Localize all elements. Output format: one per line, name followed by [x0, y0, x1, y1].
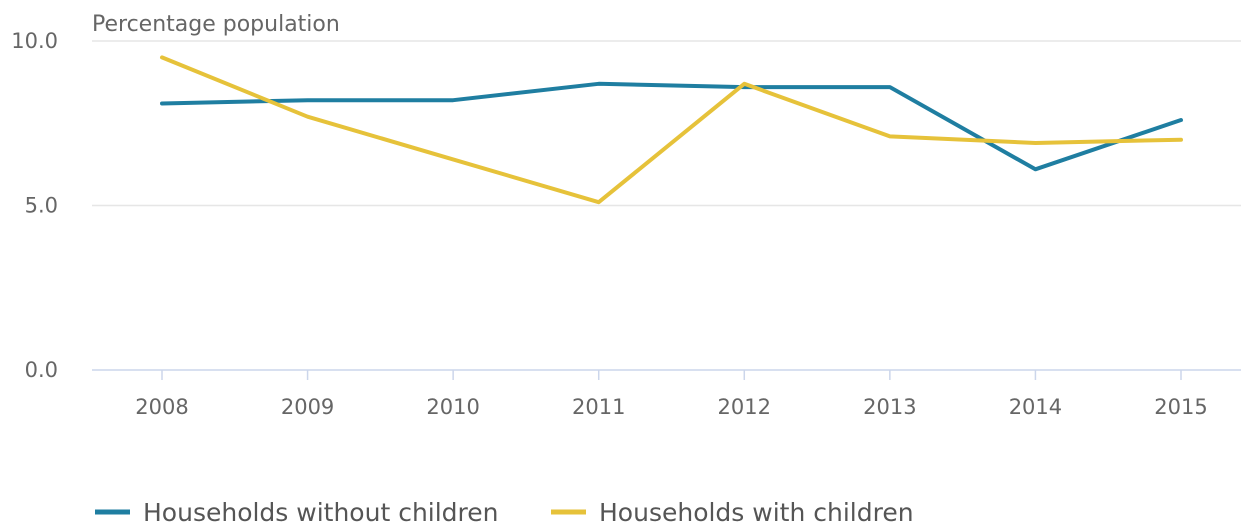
x-tick-label: 2015: [1154, 395, 1207, 419]
y-tick-label: 5.0: [25, 194, 58, 218]
y-axis-ticks: 0.0 5.0 10.0: [11, 29, 58, 382]
x-tick-label: 2010: [426, 395, 479, 419]
grid-lines: [92, 40, 1241, 207]
y-axis-title: Percentage population: [92, 12, 340, 37]
legend-label: Households without children: [143, 498, 499, 526]
legend-item-1[interactable]: Households without children: [95, 498, 499, 526]
x-tick-label: 2009: [281, 395, 334, 419]
series-line-1[interactable]: [160, 81, 1183, 172]
legend[interactable]: Households without children Households wi…: [95, 498, 914, 526]
x-axis: 2008 2009 2010 2011 2012 2013 2014 2015: [92, 369, 1241, 419]
x-tick-label: 2012: [718, 395, 771, 419]
x-tick-label: 2008: [135, 395, 188, 419]
x-tick-label: 2011: [572, 395, 625, 419]
x-tick-label: 2013: [863, 395, 916, 419]
legend-label: Households with children: [599, 498, 914, 526]
legend-item-2[interactable]: Households with children: [551, 498, 914, 526]
x-tick-label: 2014: [1009, 395, 1062, 419]
series-lines: [160, 55, 1183, 205]
y-tick-label: 10.0: [11, 29, 58, 53]
series-line-2[interactable]: [160, 55, 1183, 205]
y-tick-label: 0.0: [25, 358, 58, 382]
